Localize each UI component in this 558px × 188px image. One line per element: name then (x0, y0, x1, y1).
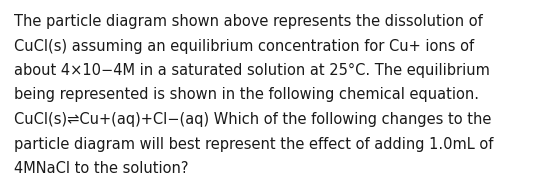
Text: 4MNaCl to the solution?: 4MNaCl to the solution? (14, 161, 189, 176)
Text: CuCl(s) assuming an equilibrium concentration for Cu+ ions of: CuCl(s) assuming an equilibrium concentr… (14, 39, 474, 54)
Text: The particle diagram shown above represents the dissolution of: The particle diagram shown above represe… (14, 14, 483, 29)
Text: being represented is shown in the following chemical equation.: being represented is shown in the follow… (14, 87, 479, 102)
Text: about 4×10−4M in a saturated solution at 25°C. The equilibrium: about 4×10−4M in a saturated solution at… (14, 63, 490, 78)
Text: CuCl(s)⇌Cu+(aq)+Cl−(aq) Which of the following changes to the: CuCl(s)⇌Cu+(aq)+Cl−(aq) Which of the fol… (14, 112, 492, 127)
Text: particle diagram will best represent the effect of adding 1.0mL of: particle diagram will best represent the… (14, 136, 493, 152)
